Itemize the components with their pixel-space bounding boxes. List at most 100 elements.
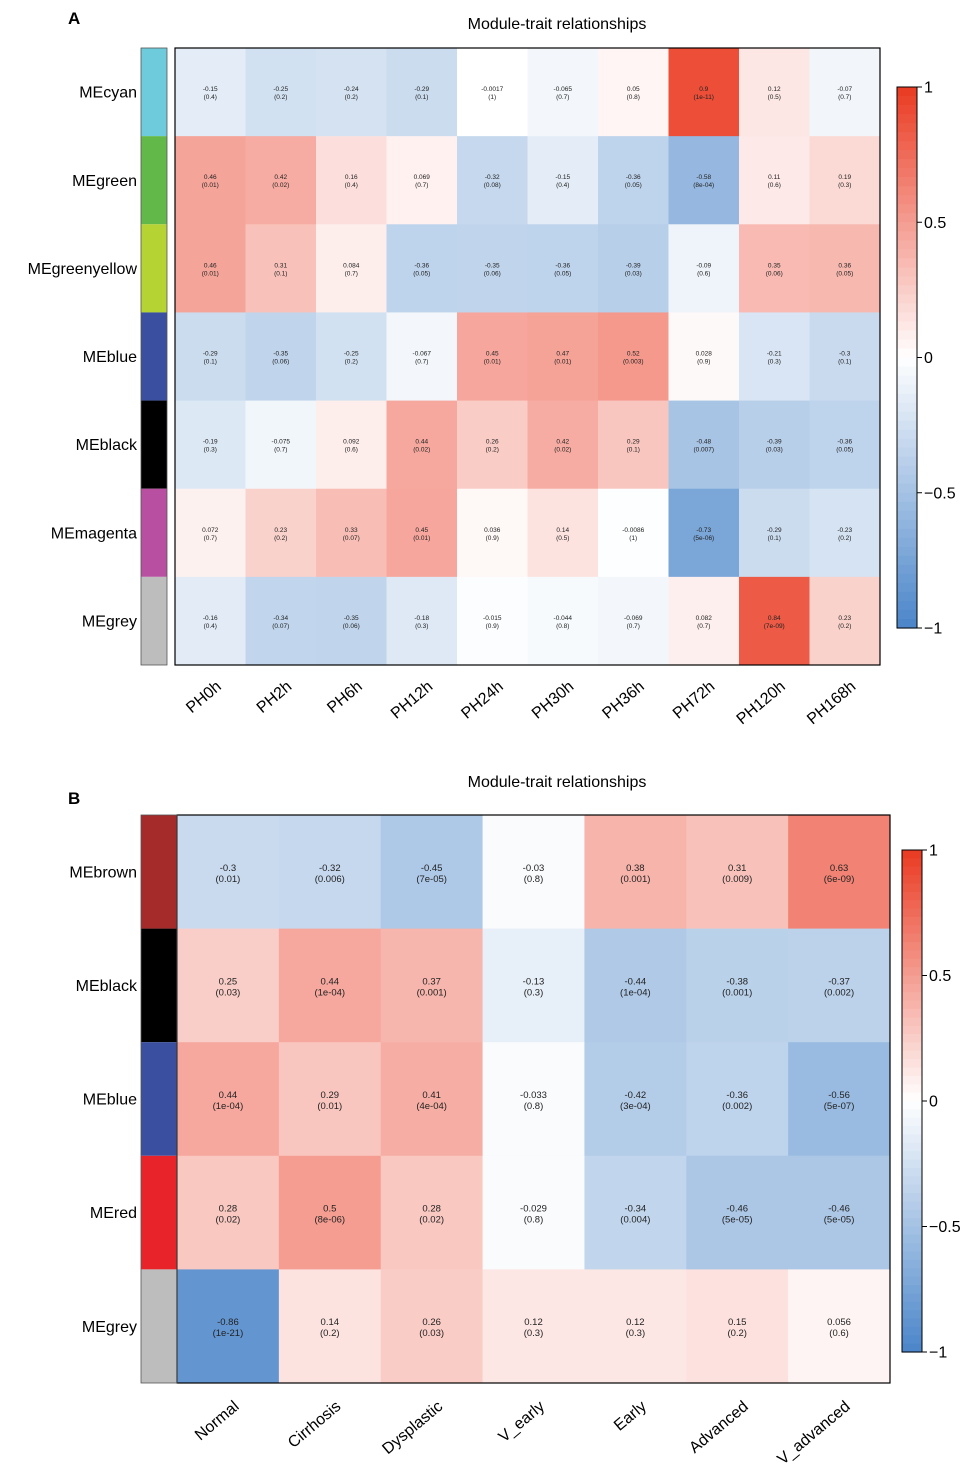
legend-gradient-step (902, 1176, 922, 1186)
heatmap-cell (245, 576, 317, 666)
legend-gradient-step (902, 1234, 922, 1244)
heatmap-cell (457, 400, 528, 490)
cell-correlation: 0.14 (321, 1317, 340, 1328)
legend-gradient-step (897, 213, 917, 223)
cell-correlation: -0.36 (626, 174, 641, 181)
cell-pvalue: (0.8) (524, 874, 544, 885)
legend-gradient-step (902, 1017, 922, 1027)
legend-gradient-step (897, 366, 917, 377)
cell-pvalue: (0.001) (620, 874, 650, 885)
legend-gradient-step (897, 276, 917, 286)
heatmap-cell (245, 312, 317, 402)
module-color-meblack (141, 928, 177, 1043)
column-label: PH36h (599, 678, 647, 722)
cell-correlation: -0.32 (485, 174, 500, 181)
legend-gradient-step (897, 357, 917, 368)
legend-gradient-step (902, 967, 922, 977)
heatmap-cell (278, 928, 382, 1043)
legend-gradient-step (897, 501, 917, 512)
cell-pvalue: (0.6) (829, 1328, 849, 1339)
column-label: PH2h (254, 678, 296, 717)
cell-correlation: 0.12 (768, 86, 781, 93)
cell-pvalue: (0.05) (836, 270, 853, 277)
cell-correlation: 0.26 (486, 439, 499, 446)
cell-correlation: -0.73 (696, 527, 711, 534)
legend-gradient-step (897, 249, 917, 259)
legend-gradient-step (897, 123, 917, 133)
heatmap-cell (809, 488, 881, 578)
legend-gradient-step (902, 1075, 922, 1085)
cell-correlation: 0.42 (274, 174, 287, 181)
legend-gradient-step (897, 519, 917, 530)
legend-gradient-step (897, 339, 917, 350)
cell-pvalue: (0.7) (345, 270, 358, 277)
legend-gradient-step (902, 958, 922, 968)
cell-correlation: 0.5 (323, 1204, 336, 1215)
legend-gradient-step (897, 618, 917, 629)
row-label-meblack: MEblack (76, 978, 138, 995)
cell-pvalue: (0.001) (722, 987, 752, 998)
cell-pvalue: (1) (488, 94, 496, 101)
cell-pvalue: (0.2) (486, 447, 499, 454)
legend-gradient-step (897, 240, 917, 250)
row-label-mered: MEred (90, 1205, 137, 1222)
legend-gradient-step (902, 1276, 922, 1286)
legend-gradient-step (897, 222, 917, 232)
heatmap-cell (739, 576, 810, 666)
cell-pvalue: (0.7) (415, 359, 428, 366)
heatmap-cell (598, 312, 669, 402)
legend-gradient-step (897, 375, 917, 386)
heatmap-cell (809, 224, 881, 313)
cell-pvalue: (0.7) (838, 94, 851, 101)
heatmap-cell (175, 136, 246, 225)
legend-gradient-step (902, 1126, 922, 1136)
legend-gradient-step (902, 875, 922, 885)
cell-pvalue: (0.01) (413, 535, 430, 542)
heatmap-cell (175, 576, 246, 666)
legend-gradient-step (897, 555, 917, 566)
cell-pvalue: (0.7) (697, 623, 710, 630)
heatmap-cell (584, 1155, 687, 1270)
heatmap-cell (278, 1269, 382, 1384)
cell-pvalue: (0.05) (625, 182, 642, 189)
cell-correlation: 0.42 (556, 439, 569, 446)
cell-pvalue: (0.6) (768, 182, 781, 189)
column-label: V_early (496, 1398, 548, 1446)
legend-gradient-step (902, 1101, 922, 1110)
heatmap-cell (177, 1155, 280, 1270)
cell-correlation: -0.03 (523, 863, 545, 874)
cell-correlation: -0.15 (203, 86, 218, 93)
legend-gradient-step (902, 866, 922, 876)
cell-correlation: -0.48 (696, 439, 711, 446)
cell-correlation: 0.44 (321, 976, 340, 987)
cell-pvalue: (0.7) (415, 182, 428, 189)
legend-gradient-step (902, 1326, 922, 1336)
cell-pvalue: (0.02) (413, 447, 430, 454)
heatmap-cell (380, 815, 484, 930)
cell-correlation: -0.39 (626, 262, 641, 269)
legend-gradient-step (897, 330, 917, 341)
cell-pvalue: (0.1) (415, 94, 428, 101)
module-strip-frame (140, 814, 178, 1384)
cell-correlation: 0.45 (415, 527, 428, 534)
cell-pvalue: (0.03) (216, 987, 241, 998)
heatmap-cell (809, 136, 881, 225)
cell-correlation: 0.36 (838, 262, 851, 269)
heatmap-cell (380, 1269, 484, 1384)
legend-gradient-step (897, 348, 917, 359)
heatmap-cell (686, 815, 789, 930)
module-color-megrey (141, 576, 167, 665)
cell-pvalue: (0.8) (524, 1101, 544, 1112)
cell-correlation: 0.16 (345, 174, 358, 181)
panel-a-label: A (68, 9, 80, 28)
cell-correlation: -0.15 (555, 174, 570, 181)
cell-pvalue: (0.1) (627, 447, 640, 454)
panel-a: A Module-trait relationships MEcyan -0.15… (28, 9, 956, 728)
cell-correlation: -0.86 (217, 1317, 239, 1328)
legend-gradient-step (897, 186, 917, 196)
heatmap-cell (177, 928, 280, 1043)
cell-pvalue: (5e-05) (824, 1215, 855, 1226)
heatmap-cell (527, 488, 599, 578)
cell-pvalue: (0.2) (320, 1328, 340, 1339)
legend-gradient-step (902, 1042, 922, 1052)
